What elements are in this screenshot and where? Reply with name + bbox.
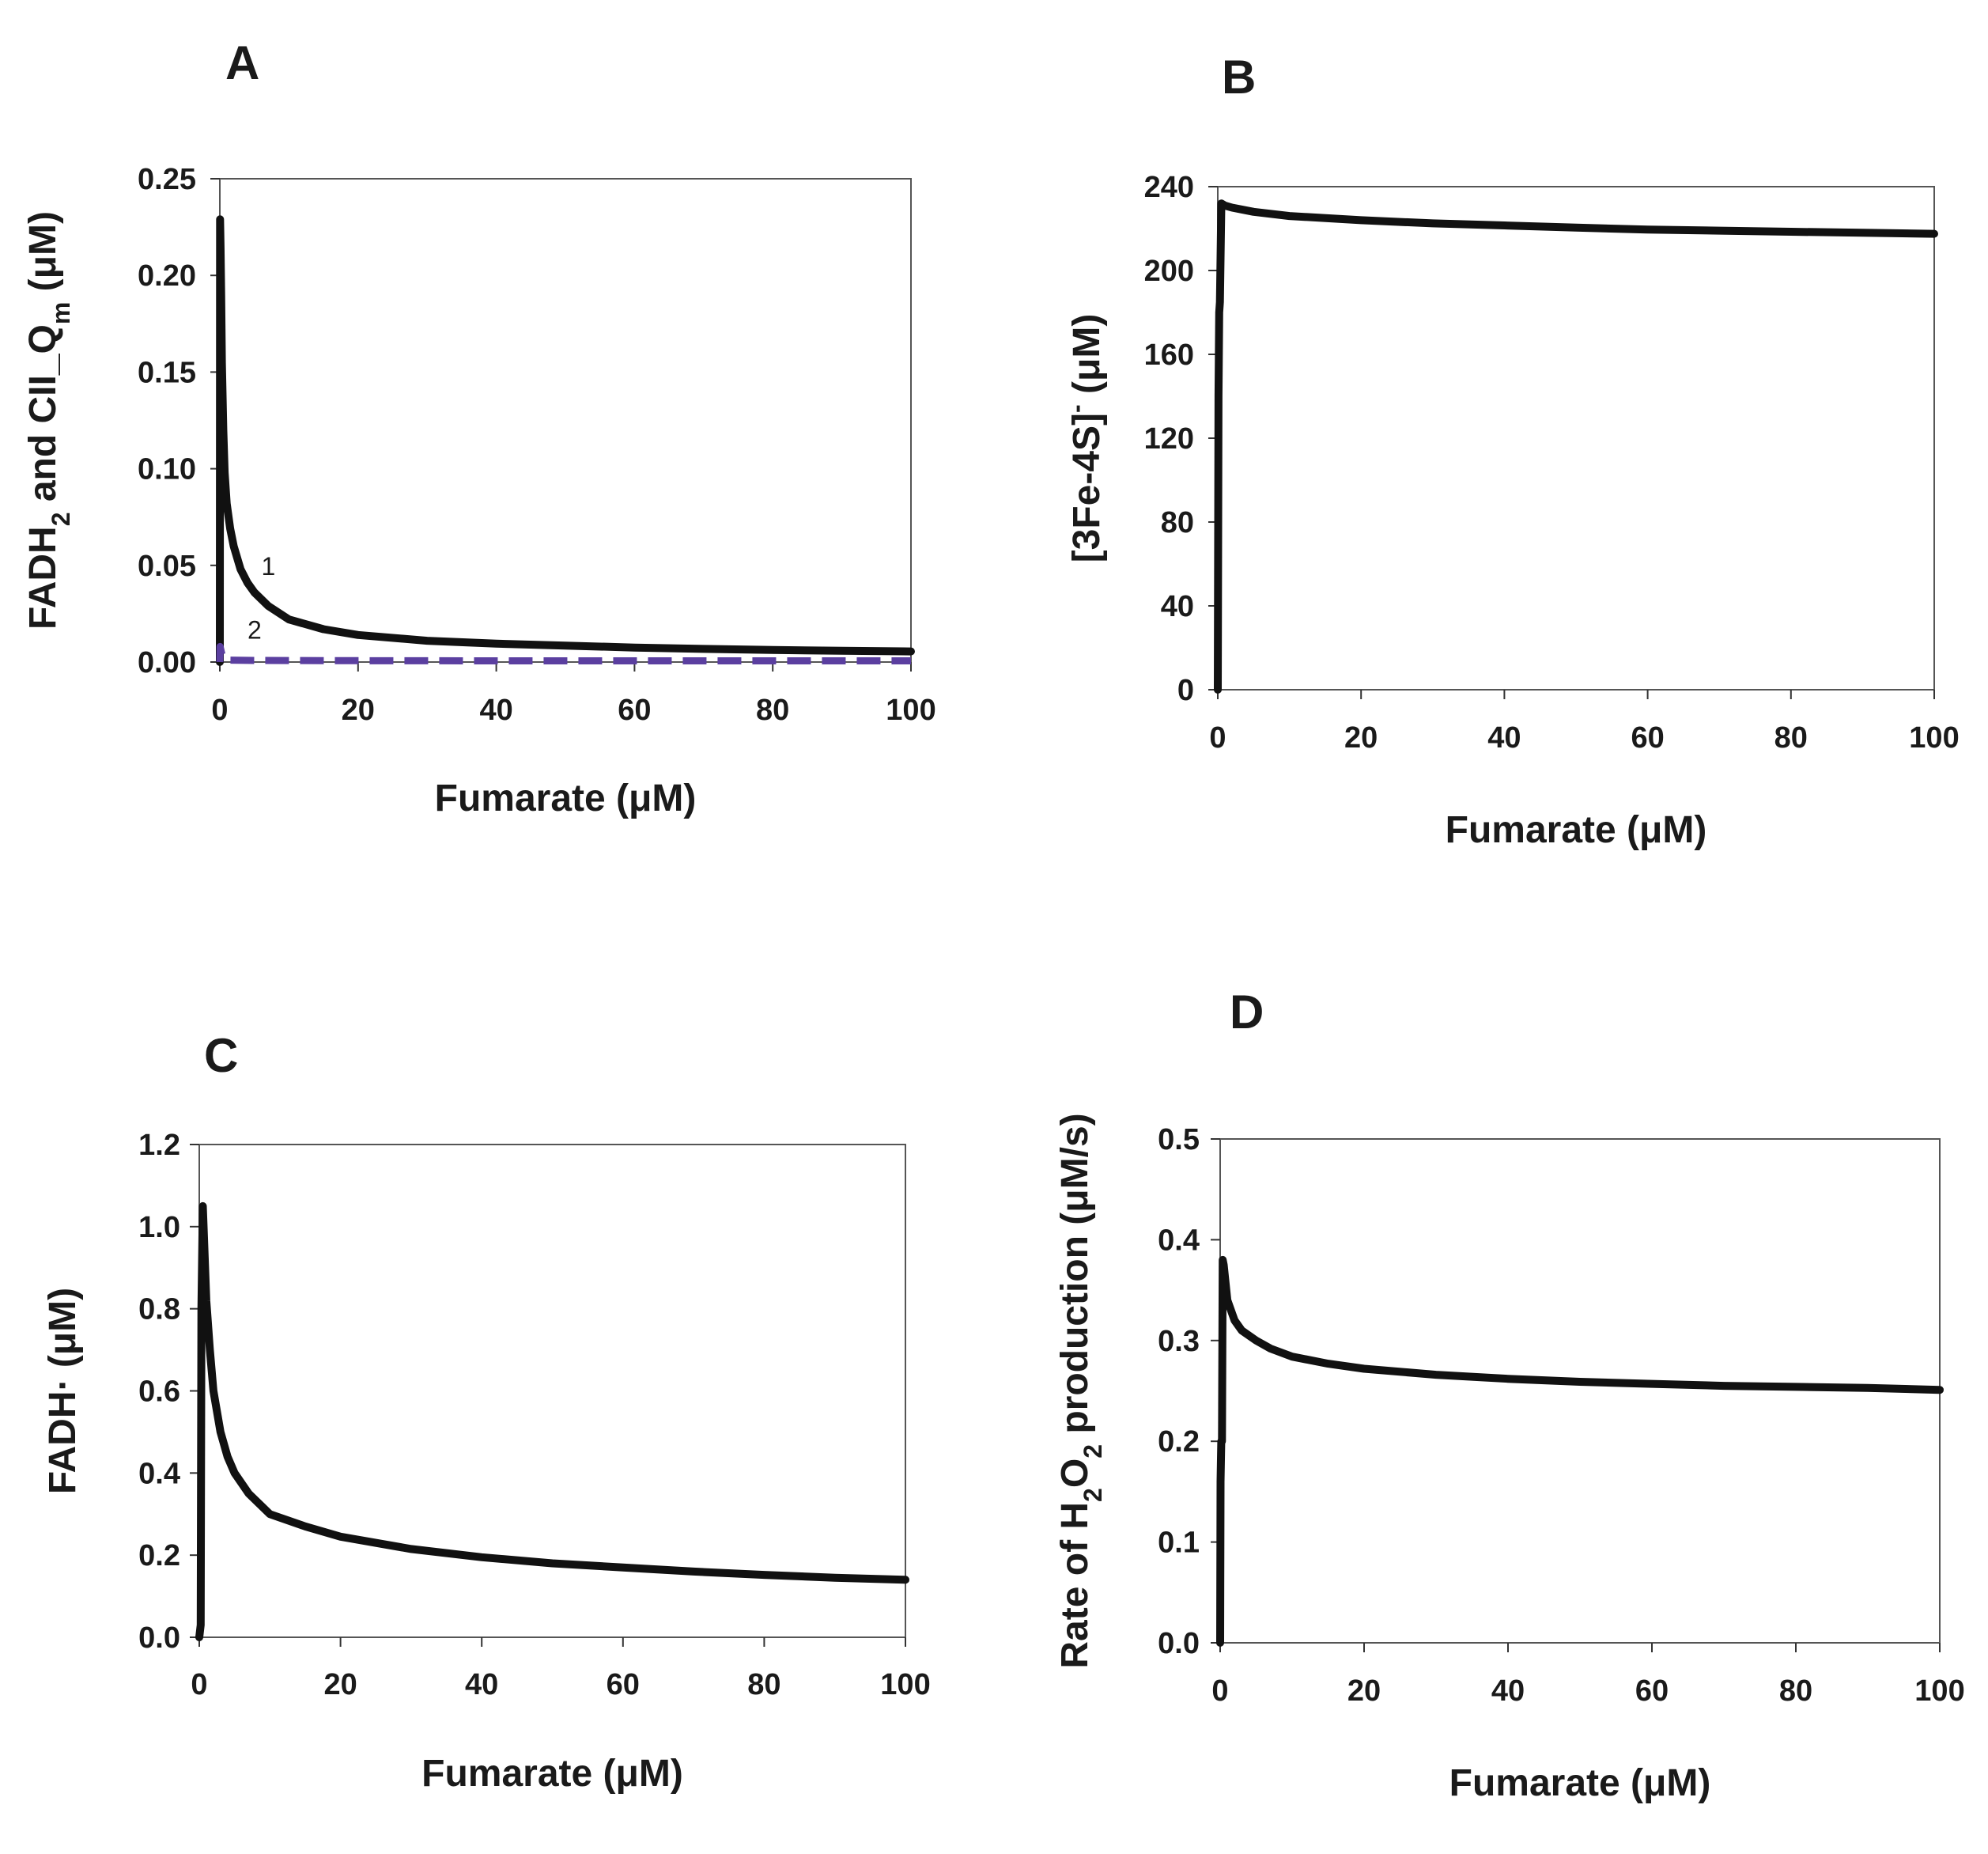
panel-d-y-tick-label: 0.3 (1158, 1325, 1200, 1358)
panel-d-y-tick-label: 0.5 (1158, 1123, 1200, 1156)
panel-a-series-2-label: 2 (248, 616, 262, 645)
panel-a-x-tick-label: 0 (211, 694, 228, 727)
panel-b-x-tick-label: 60 (1631, 721, 1664, 755)
panel-c-y-tick-label: 0.2 (138, 1539, 180, 1572)
panel-a-series-1-label: 1 (261, 552, 275, 581)
panel-b-series-1-line (1214, 199, 1938, 694)
panel-c-x-tick-label: 20 (323, 1668, 357, 1701)
panel-b-x-tick-label: 80 (1774, 721, 1808, 755)
panel-d-x-tick-label: 0 (1211, 1674, 1228, 1708)
panel-a-y-tick-label: 0.00 (138, 646, 196, 679)
panel-c-letter: C (204, 1029, 238, 1082)
panel-c-series-1-line (195, 1201, 909, 1641)
panel-a: A 0 20 40 60 80 100 0.00 0.05 0.10 0.15 0.20 0.25 Fum… (22, 36, 936, 819)
panel-a-y-tick-label: 0.05 (138, 550, 196, 583)
panel-c-y-tick-label: 1.0 (138, 1211, 180, 1244)
panel-b-x-tick-label: 20 (1344, 721, 1378, 755)
panel-c-x-axis-title: Fumarate (μM) (421, 1753, 683, 1795)
panel-c-x-tick-label: 0 (191, 1668, 207, 1701)
panel-c-y-tick-label: 1.2 (138, 1129, 180, 1162)
panel-d-y-axis-title: Rate of H2O2 production (μM/s) (1054, 1113, 1107, 1668)
panel-a-y-tick-label: 0.25 (138, 163, 196, 196)
panel-c-y-tick-label: 0.6 (138, 1375, 180, 1409)
panel-d-y-axis-title-part: 2 (1079, 1444, 1107, 1459)
panel-d-y-tick-label: 0.2 (1158, 1425, 1200, 1459)
panel-d-x-tick-label: 80 (1779, 1674, 1812, 1708)
panel-c-x-tick-label: 40 (465, 1668, 498, 1701)
panel-c-x-tick-label: 100 (880, 1668, 930, 1701)
panel-b-y-tick-label: 0 (1177, 674, 1194, 707)
panel-a-x-tick-label: 40 (479, 694, 512, 727)
panel-a-y-axis-title-part: m (47, 302, 75, 324)
panel-c-x-tick-label: 60 (607, 1668, 640, 1701)
panel-a-series-1-line (216, 215, 915, 666)
panel-b-x-axis-title: Fumarate (μM) (1446, 809, 1707, 851)
panel-b-y-axis-title-part: [3Fe-4S] (1066, 413, 1108, 562)
panel-a-letter: A (225, 36, 259, 89)
panel-a-y-axis-title-part: (μM) (22, 211, 64, 302)
panel-a-y-tick-label: 0.20 (138, 259, 196, 293)
panel-c: C 0 20 40 60 80 100 0.0 0.2 0.4 0.6 0.8 1.0 1.2 Fumara… (42, 1029, 931, 1795)
panel-d-y-tick-label: 0.1 (1158, 1527, 1200, 1560)
panel-d-x-tick-label: 20 (1347, 1674, 1381, 1708)
panel-d-x-tick-label: 40 (1491, 1674, 1525, 1708)
panel-d-y-axis-title-part: production (μM/s) (1054, 1113, 1096, 1444)
panel-c-y-tick-label: 0.8 (138, 1293, 180, 1326)
panel-b-x-tick-label: 0 (1209, 721, 1226, 755)
panel-b-y-axis-title: [3Fe-4S]- (μM) (1062, 314, 1108, 563)
panel-a-y-axis-title-part: 2 (47, 513, 75, 527)
panel-a-y-tick-label: 0.10 (138, 453, 196, 486)
panel-b-y-tick-label: 160 (1144, 339, 1194, 372)
panel-a-x-axis-title: Fumarate (μM) (435, 778, 697, 819)
panel-b-x-tick-label: 40 (1487, 721, 1521, 755)
panel-c-y-tick-label: 0.0 (138, 1621, 180, 1655)
panel-d-y-tick-label: 0.0 (1158, 1627, 1200, 1660)
panel-b-y-tick-label: 40 (1161, 590, 1194, 623)
panel-d-series-1-line (1216, 1255, 1944, 1647)
panel-d-x-tick-label: 60 (1635, 1674, 1669, 1708)
panel-d-y-tick-label: 0.4 (1158, 1224, 1200, 1257)
panel-b-y-tick-label: 200 (1144, 255, 1194, 288)
panel-d-y-axis-title-part: Rate of H (1054, 1502, 1096, 1669)
panel-d-y-axis-title-part: O (1054, 1459, 1096, 1488)
panel-d-x-tick-label: 100 (1914, 1674, 1964, 1708)
panel-a-series-2-line (216, 642, 911, 664)
panel-a-x-tick-label: 80 (756, 694, 789, 727)
panel-b-y-tick-label: 120 (1144, 422, 1194, 456)
panel-b: B 0 20 40 60 80 100 0 40 80 120 160 200 240 Fumarate (… (1062, 51, 1960, 851)
panel-c-y-axis-title-part: FADH· (μM) (42, 1288, 84, 1494)
panel-b-letter: B (1222, 51, 1256, 104)
panel-b-y-tick-label: 240 (1144, 171, 1194, 204)
panel-b-y-axis-title-part: - (1062, 404, 1090, 413)
panel-d: D 0 20 40 60 80 100 0.0 0.1 0.2 0.3 0.4 0.5 Fumarate … (1054, 986, 1965, 1804)
panel-a-y-tick-label: 0.15 (138, 356, 196, 389)
panel-a-y-axis-title: FADH2 and CII_Qm (μM) (22, 211, 75, 630)
panel-b-x-tick-label: 100 (1909, 721, 1959, 755)
panel-b-y-tick-label: 80 (1161, 506, 1194, 539)
panel-a-x-tick-label: 100 (886, 694, 935, 727)
panel-b-y-axis-title-part: (μM) (1066, 314, 1108, 405)
panel-a-x-tick-label: 60 (618, 694, 651, 727)
panel-d-letter: D (1230, 986, 1264, 1039)
panel-d-y-axis-title-part: 2 (1079, 1488, 1107, 1502)
panel-d-x-axis-title: Fumarate (μM) (1449, 1762, 1711, 1804)
panel-c-y-tick-label: 0.4 (138, 1457, 180, 1490)
panel-a-x-tick-label: 20 (342, 694, 375, 727)
panel-c-y-axis-title: FADH· (μM) (42, 1288, 84, 1494)
panel-a-y-axis-title-part: and CII_Q (22, 324, 64, 512)
panel-a-y-axis-title-part: FADH (22, 526, 64, 630)
panel-c-x-tick-label: 80 (747, 1668, 780, 1701)
